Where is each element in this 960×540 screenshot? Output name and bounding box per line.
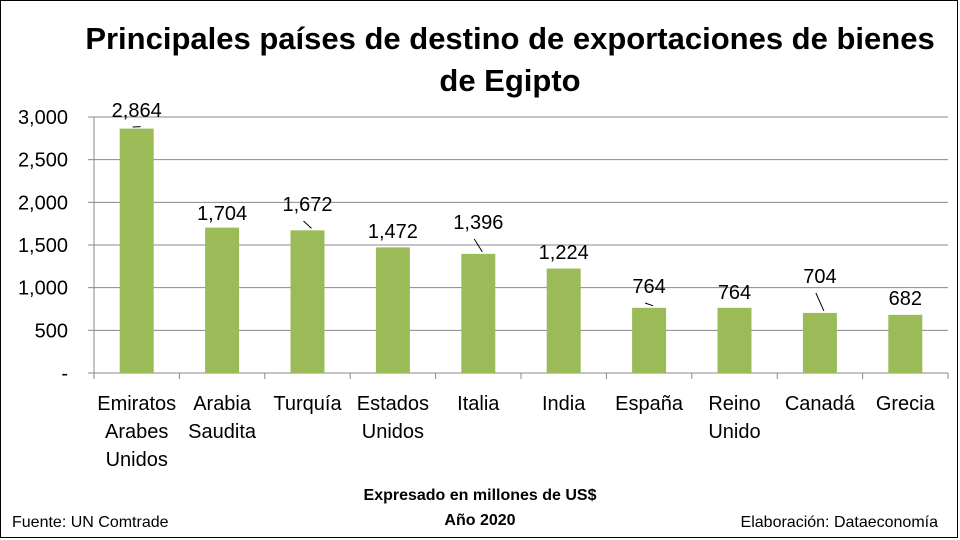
bar	[375, 247, 410, 373]
bar	[205, 227, 240, 373]
category-label: Grecia	[876, 393, 936, 415]
value-label: 2,864	[112, 100, 162, 122]
value-label: 682	[889, 288, 922, 310]
value-label: 1,704	[197, 203, 247, 225]
category-label: India	[542, 393, 586, 415]
category-label: España	[615, 393, 684, 415]
category-label: Italia	[457, 393, 500, 415]
y-tick-label: 3,000	[18, 107, 68, 129]
value-label: 1,396	[453, 212, 503, 234]
author-note: Elaboración: Dataeconomía	[740, 514, 938, 531]
category-label: Arabia Saudita	[188, 393, 257, 443]
bar	[888, 314, 923, 373]
category-label: Emiratos Arabes Unidos	[97, 393, 176, 471]
bar	[802, 312, 837, 373]
chart-title: Principales países de destino de exporta…	[85, 21, 935, 98]
source-note: Fuente: UN Comtrade	[12, 514, 169, 531]
bar	[546, 268, 581, 373]
value-label: 1,672	[282, 194, 332, 216]
y-tick-label: 2,000	[18, 192, 68, 214]
y-tick-label: 500	[35, 320, 68, 342]
value-leader	[644, 302, 654, 307]
y-tick-label: -	[61, 363, 68, 385]
unit-note: Expresado en millones de US$	[363, 487, 597, 504]
year-note: Año 2020	[444, 512, 516, 529]
value-label: 764	[718, 282, 751, 304]
value-label: 764	[632, 276, 665, 298]
y-tick-label: 1,500	[18, 235, 68, 257]
category-label: Estados Unidos	[357, 393, 429, 443]
bar	[717, 307, 752, 373]
bar	[290, 230, 325, 373]
value-leader	[473, 238, 483, 253]
category-label: Canadá	[785, 393, 856, 415]
bar	[461, 253, 496, 373]
value-label: 704	[803, 266, 836, 288]
category-label: Reino Unido	[708, 393, 760, 443]
value-leader	[303, 220, 312, 229]
value-leader	[815, 292, 825, 312]
y-tick-label: 1,000	[18, 278, 68, 300]
bar	[632, 307, 667, 373]
category-label: Turquía	[273, 393, 342, 415]
value-label: 1,224	[539, 242, 589, 264]
bar	[119, 128, 154, 373]
y-tick-label: 2,500	[18, 150, 68, 172]
value-label: 1,472	[368, 221, 418, 243]
